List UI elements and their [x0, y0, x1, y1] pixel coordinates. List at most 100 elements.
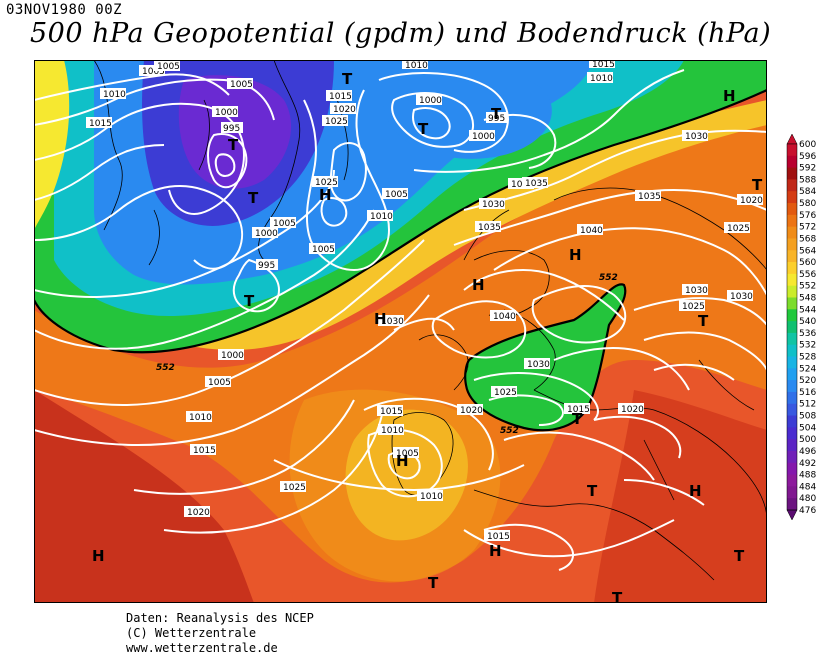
svg-text:1000: 1000	[215, 108, 238, 118]
pressure-center-low: T	[228, 136, 239, 154]
svg-text:1025: 1025	[34, 60, 57, 63]
isobar-label: 1015	[484, 530, 510, 542]
svg-text:995: 995	[258, 261, 275, 271]
svg-text:1015: 1015	[380, 407, 403, 417]
svg-text:1015: 1015	[193, 446, 216, 456]
pressure-center-low: T	[491, 105, 502, 123]
svg-text:1040: 1040	[493, 312, 516, 322]
legend-level-label: 476	[799, 506, 816, 516]
isobar-label: 1010	[587, 72, 613, 84]
legend-swatch	[787, 332, 797, 346]
legend-level-label: 568	[799, 234, 816, 244]
isobar-label: 1005	[382, 188, 408, 200]
pressure-center-high: H	[374, 310, 387, 328]
legend-level-label: 504	[799, 423, 816, 433]
legend-swatch	[787, 273, 797, 287]
isobar-label: 1025	[34, 60, 57, 63]
isobar-label: 1005	[393, 447, 419, 459]
isobar-label: 1025	[322, 115, 348, 127]
pressure-center-low: T	[587, 482, 598, 500]
pressure-center-high: H	[472, 276, 485, 294]
legend-level-label: 512	[799, 400, 816, 410]
pressure-center-low: T	[612, 589, 623, 603]
legend-level-label: 488	[799, 471, 816, 481]
isobar-label: 1020	[184, 506, 210, 518]
legend-level-label: 540	[799, 317, 816, 327]
legend-swatch	[787, 403, 797, 417]
isobar-label: 1030	[479, 198, 505, 210]
svg-text:1010: 1010	[103, 90, 126, 100]
isobar-label: 1025	[312, 176, 338, 188]
isobar-label: 995	[256, 259, 278, 271]
pressure-center-low: T	[572, 410, 583, 428]
credit-data-source: Daten: Reanalysis des NCEP	[126, 611, 314, 625]
svg-text:1030: 1030	[381, 317, 404, 327]
pressure-center-high: H	[319, 186, 332, 204]
svg-text:1025: 1025	[315, 178, 338, 188]
isobar-label: 1005	[270, 217, 296, 229]
svg-text:1005: 1005	[273, 219, 296, 229]
svg-text:1010: 1010	[420, 492, 443, 502]
pressure-center-low: T	[752, 176, 763, 194]
legend-swatch	[787, 155, 797, 169]
svg-text:1015: 1015	[567, 405, 590, 415]
pressure-center-low: T	[248, 189, 259, 207]
legend-swatch	[787, 450, 797, 464]
legend-swatch	[787, 144, 797, 157]
isobar-label: 1015	[377, 405, 403, 417]
legend-swatch	[787, 368, 797, 381]
svg-text:1020: 1020	[333, 105, 356, 115]
svg-text:1000: 1000	[419, 96, 442, 106]
isobar-label: 1015	[86, 117, 112, 129]
svg-text:1025: 1025	[727, 224, 750, 234]
legend-level-label: 552	[799, 282, 816, 292]
svg-text:1005: 1005	[385, 190, 408, 200]
legend-arrow-top	[786, 133, 798, 145]
isobar-label: 1005	[309, 243, 335, 255]
pressure-center-high: H	[92, 547, 105, 565]
legend-level-label: 544	[799, 305, 816, 315]
legend-swatch	[787, 486, 797, 499]
isobar-label: 1025	[491, 386, 517, 398]
legend-swatch	[787, 344, 797, 358]
pressure-center-low: T	[428, 574, 439, 592]
isobar-label: 1040	[577, 224, 603, 236]
legend-level-label: 532	[799, 341, 816, 351]
pressure-center-high: T	[734, 547, 745, 565]
svg-text:1000: 1000	[472, 132, 495, 142]
legend-level-label: 516	[799, 388, 816, 398]
svg-text:1020: 1020	[460, 406, 483, 416]
svg-text:1005: 1005	[157, 62, 180, 72]
contour-label: 552	[156, 363, 175, 373]
isobar-label: 1020	[330, 103, 356, 115]
contour-label: 552	[599, 273, 618, 283]
legend-level-label: 564	[799, 246, 816, 256]
color-legend: 6005965925885845805765725685645605565525…	[786, 133, 816, 521]
isobar-label: 1005	[227, 78, 253, 90]
isobar-label: 1030	[378, 315, 404, 327]
isobar-label: 1020	[618, 403, 644, 415]
isobar-label: 1000	[252, 227, 278, 239]
legend-swatch	[787, 297, 797, 310]
svg-text:1010: 1010	[189, 413, 212, 423]
field-northwest-yellow	[34, 60, 70, 230]
isobar-label-group: 1005 1005 1010 1015 1000 995 1015 1020 1…	[34, 60, 763, 542]
svg-text:1005: 1005	[230, 80, 253, 90]
pressure-center-high: H	[396, 452, 409, 470]
legend-swatch	[787, 321, 797, 334]
legend-level-label: 520	[799, 376, 816, 386]
isobar-label: 1010	[402, 60, 428, 71]
legend-swatch	[787, 226, 797, 239]
svg-text:1025: 1025	[682, 302, 705, 312]
svg-text:1015: 1015	[592, 60, 615, 70]
isobar-label: 1010	[417, 490, 443, 502]
map-border	[34, 60, 767, 603]
svg-text:1015: 1015	[487, 532, 510, 542]
legend-swatch	[787, 309, 797, 322]
pressure-center-high: H	[569, 246, 582, 264]
legend-level-label: 480	[799, 494, 816, 504]
svg-text:1040: 1040	[580, 226, 603, 236]
legend-level-label: 536	[799, 329, 816, 339]
pressure-center-low: T	[244, 292, 255, 310]
legend-swatch	[787, 238, 797, 251]
